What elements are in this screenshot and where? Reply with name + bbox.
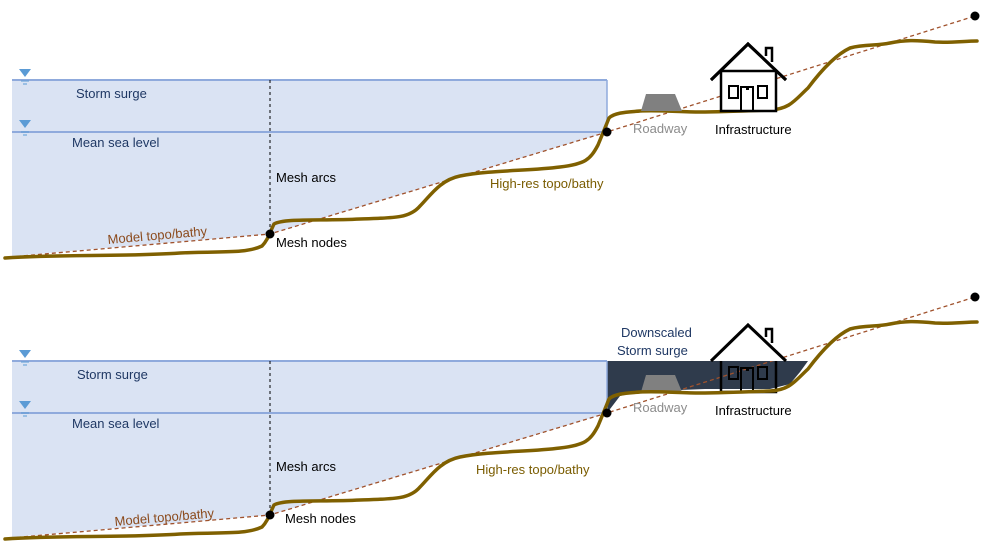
mesh-node-icon xyxy=(602,408,612,418)
roadway-label: Roadway xyxy=(633,400,688,415)
high-res-topo-label: High-res topo/bathy xyxy=(490,176,604,191)
mesh-node-icon xyxy=(265,510,275,520)
mesh-node-icon xyxy=(602,127,612,137)
panel-before: Storm surge Mean sea level Mesh arcs Mod… xyxy=(3,11,980,260)
mesh-arcs-label: Mesh arcs xyxy=(276,459,336,474)
house-icon xyxy=(709,322,788,394)
mean-sea-level-label: Mean sea level xyxy=(72,135,160,150)
storm-surge-label: Storm surge xyxy=(77,367,148,382)
infrastructure-label: Infrastructure xyxy=(715,403,792,418)
mesh-node-icon xyxy=(265,229,275,239)
mesh-nodes-label: Mesh nodes xyxy=(285,511,356,526)
model-topo-line xyxy=(9,296,976,539)
roadway-icon xyxy=(641,94,682,111)
mesh-node-icon xyxy=(970,292,980,302)
high-res-terrain xyxy=(3,319,979,541)
high-res-terrain xyxy=(3,38,979,260)
mesh-arcs-label: Mesh arcs xyxy=(276,170,336,185)
model-topo-line xyxy=(9,15,976,258)
storm-surge-label: Storm surge xyxy=(76,86,147,101)
house-icon xyxy=(709,41,788,113)
water-level-marker-icon xyxy=(19,120,31,136)
mesh-nodes-label: Mesh nodes xyxy=(276,235,347,250)
water-level-marker-icon xyxy=(19,401,31,417)
roadway-label: Roadway xyxy=(633,121,688,136)
high-res-topo-label: High-res topo/bathy xyxy=(476,462,590,477)
water-level-marker-icon xyxy=(19,350,31,366)
downscaled-label: Downscaled xyxy=(621,325,692,340)
mesh-node-icon xyxy=(970,11,980,21)
roadway-icon xyxy=(641,375,682,392)
water-body xyxy=(12,80,607,256)
infrastructure-label: Infrastructure xyxy=(715,122,792,137)
mean-sea-level-label: Mean sea level xyxy=(72,416,160,431)
panel-after: Storm surge Mean sea level Mesh arcs Mod… xyxy=(3,292,980,541)
downscaled-surge-label: Storm surge xyxy=(617,343,688,358)
water-body xyxy=(12,361,607,537)
water-level-marker-icon xyxy=(19,69,31,85)
